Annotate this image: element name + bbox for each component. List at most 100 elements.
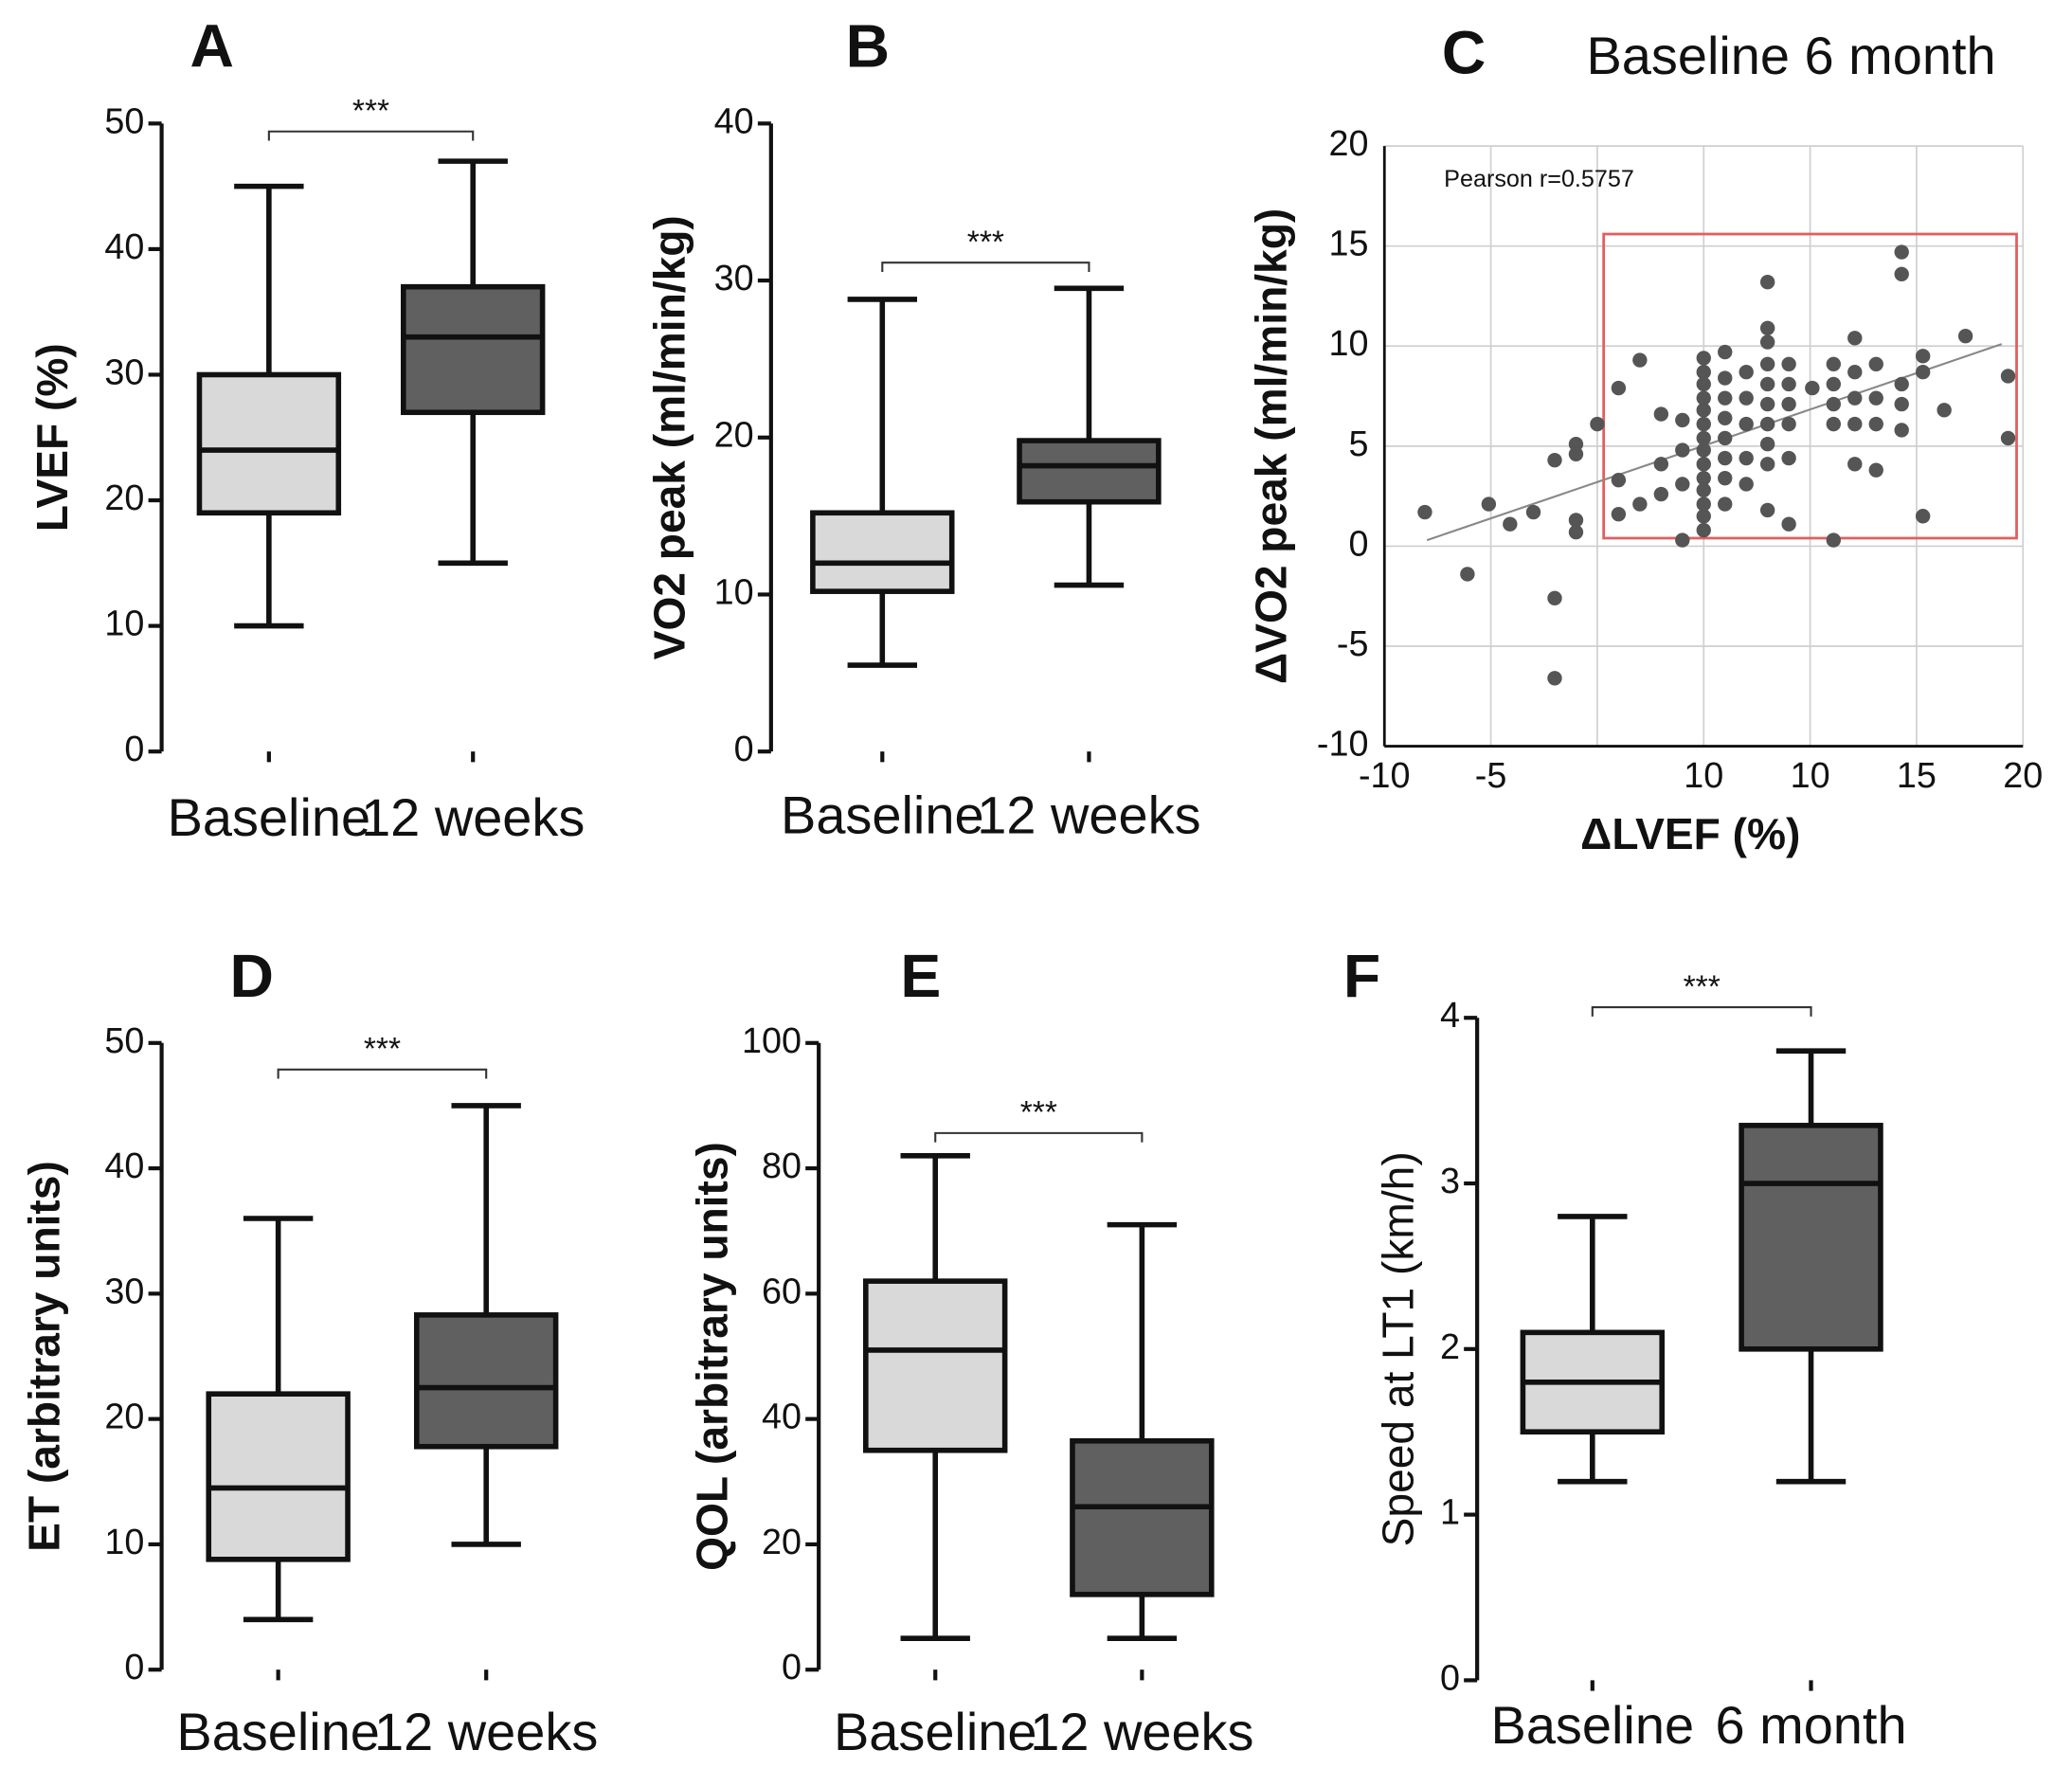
y-tick-label: 20 (714, 415, 754, 455)
point (1460, 567, 1475, 582)
box (196, 371, 342, 516)
point (1759, 334, 1775, 350)
chart-title: Baseline 6 month (1586, 26, 1995, 85)
significance-bracket (267, 130, 475, 141)
point (1894, 396, 1909, 412)
x-tick-label: 10 (1684, 755, 1723, 795)
y-tick-label: 0 (1348, 523, 1368, 563)
point (1696, 442, 1711, 458)
point (1568, 437, 1584, 452)
y-tick-label: -10 (1317, 724, 1369, 764)
x-tick-label: Baseline (834, 1702, 1037, 1761)
point (1568, 524, 1584, 540)
point (1894, 376, 1909, 392)
point (1781, 416, 1796, 432)
point (1781, 450, 1796, 466)
point (1915, 349, 1931, 364)
point (1696, 430, 1711, 446)
point (1759, 356, 1775, 371)
significance-bracket (277, 1068, 488, 1079)
point (1525, 504, 1541, 520)
significance-label: *** (1684, 969, 1721, 1004)
point (1759, 376, 1775, 392)
significance-label: *** (364, 1032, 401, 1067)
box (810, 510, 955, 594)
y-tick-label: 3 (1440, 1161, 1460, 1200)
x-tick-label: 20 (2003, 755, 2043, 795)
point (1696, 482, 1711, 497)
y-tick-label: 2 (1440, 1326, 1460, 1366)
point (1826, 396, 1841, 412)
y-tick-label: 0 (124, 1647, 144, 1687)
point (1675, 532, 1690, 548)
x-tick-label: 15 (1897, 755, 1937, 795)
y-tick-label: 0 (782, 1647, 802, 1687)
point (1547, 671, 1562, 686)
y-axis-label: ET (arbitrary units) (20, 1161, 69, 1552)
point (1847, 457, 1863, 472)
point (1759, 396, 1775, 412)
y-tick-label: 10 (104, 1522, 144, 1561)
point (1868, 416, 1883, 432)
point (1718, 430, 1733, 446)
point (2000, 430, 2016, 446)
point (1739, 416, 1754, 432)
y-tick-label: 40 (104, 226, 144, 266)
y-tick-label: 100 (742, 1020, 802, 1060)
point (1632, 352, 1648, 368)
y-tick-label: 5 (1348, 424, 1368, 463)
point (1611, 380, 1627, 396)
point (2000, 369, 2016, 384)
point (1417, 504, 1432, 520)
box (400, 283, 546, 416)
y-axis-label: Speed at LT1 (km/h) (1374, 1151, 1423, 1546)
point (1696, 496, 1711, 512)
box (1070, 1438, 1215, 1597)
point (1696, 457, 1711, 472)
point (1847, 416, 1863, 432)
point (1847, 390, 1863, 406)
y-tick-label: 4 (1440, 995, 1460, 1035)
x-tick-label: 12 weeks (977, 785, 1200, 844)
x-tick-label: 10 (1791, 755, 1830, 795)
point (1759, 416, 1775, 432)
point (1481, 496, 1497, 512)
x-tick-label: 12 weeks (374, 1702, 598, 1761)
y-tick-label: 15 (1328, 224, 1368, 263)
significance-bracket (934, 1131, 1144, 1143)
point (1759, 320, 1775, 335)
y-tick-label: 1 (1440, 1492, 1460, 1532)
y-tick-label: 60 (762, 1271, 802, 1310)
significance-bracket (1591, 1005, 1812, 1017)
y-tick-label: 40 (762, 1397, 802, 1436)
highlight-box (1602, 232, 2018, 540)
y-tick-label: 0 (1440, 1657, 1460, 1697)
point (1696, 390, 1711, 406)
point (1781, 396, 1796, 412)
panel-letter: D (229, 942, 273, 1010)
point (1590, 416, 1605, 432)
box (413, 1312, 559, 1450)
panel-letter: A (190, 11, 234, 80)
point (1696, 509, 1711, 524)
point (1868, 356, 1883, 371)
point (1739, 477, 1754, 492)
y-axis-label: LVEF (%) (27, 343, 77, 532)
point (1718, 496, 1733, 512)
point (1894, 244, 1909, 260)
annotation: Pearson r=0.5757 (1444, 166, 1634, 192)
point (1847, 331, 1863, 346)
point (1653, 406, 1669, 422)
point (1568, 513, 1584, 528)
point (1675, 442, 1690, 458)
y-tick-label: 20 (1328, 123, 1368, 163)
point (1696, 403, 1711, 418)
x-tick-label: -10 (1359, 755, 1411, 795)
y-axis-label: QOL (arbitrary units) (687, 1142, 736, 1571)
point (1915, 509, 1931, 524)
y-tick-label: 20 (104, 478, 144, 517)
x-tick-label: Baseline (176, 1702, 380, 1761)
y-tick-label: 20 (762, 1522, 802, 1561)
